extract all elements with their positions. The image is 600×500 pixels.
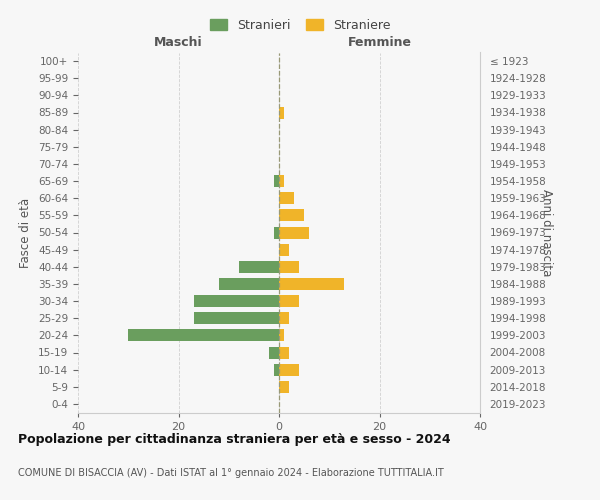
- Bar: [279, 175, 284, 187]
- Bar: [274, 364, 279, 376]
- Bar: [279, 330, 284, 342]
- Bar: [279, 244, 289, 256]
- Text: Popolazione per cittadinanza straniera per età e sesso - 2024: Popolazione per cittadinanza straniera p…: [18, 432, 451, 446]
- Bar: [279, 364, 299, 376]
- Bar: [279, 192, 294, 204]
- Bar: [279, 106, 284, 118]
- Bar: [194, 295, 279, 307]
- Bar: [128, 330, 279, 342]
- Y-axis label: Anni di nascita: Anni di nascita: [541, 189, 553, 276]
- Text: COMUNE DI BISACCIA (AV) - Dati ISTAT al 1° gennaio 2024 - Elaborazione TUTTITALI: COMUNE DI BISACCIA (AV) - Dati ISTAT al …: [18, 468, 444, 477]
- Y-axis label: Fasce di età: Fasce di età: [19, 198, 32, 268]
- Bar: [279, 226, 309, 238]
- Bar: [279, 210, 304, 222]
- Legend: Stranieri, Straniere: Stranieri, Straniere: [205, 14, 395, 37]
- Bar: [239, 261, 279, 273]
- Text: Maschi: Maschi: [154, 36, 203, 49]
- Bar: [274, 226, 279, 238]
- Bar: [218, 278, 279, 290]
- Bar: [279, 295, 299, 307]
- Bar: [279, 381, 289, 393]
- Bar: [279, 261, 299, 273]
- Bar: [279, 312, 289, 324]
- Bar: [274, 175, 279, 187]
- Text: Femmine: Femmine: [347, 36, 412, 49]
- Bar: [194, 312, 279, 324]
- Bar: [269, 346, 279, 358]
- Bar: [279, 278, 344, 290]
- Bar: [279, 346, 289, 358]
